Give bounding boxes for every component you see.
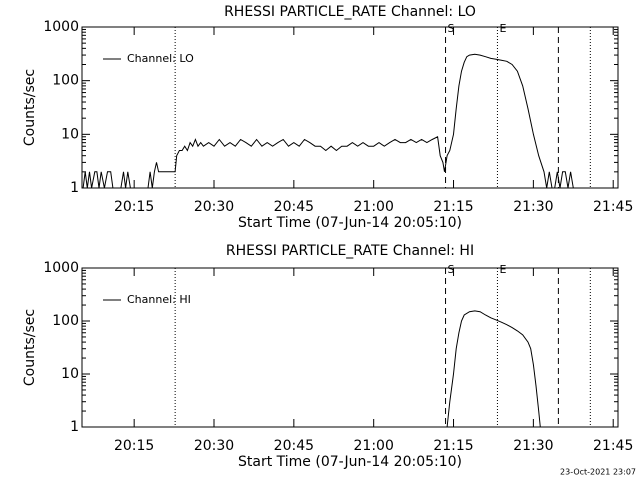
plot-frame bbox=[81, 267, 619, 428]
x-tick-label: 21:15 bbox=[433, 199, 473, 215]
x-axis-label: Start Time (07-Jun-14 20:05:10) bbox=[238, 215, 462, 231]
x-tick-label: 20:30 bbox=[194, 199, 234, 215]
x-tick-label: 21:30 bbox=[513, 438, 553, 454]
legend-label: Channel: HI bbox=[127, 293, 191, 306]
x-tick-label: 21:00 bbox=[354, 438, 394, 454]
y-tick-label: 1 bbox=[70, 180, 79, 196]
x-tick-label: 20:15 bbox=[114, 438, 154, 454]
plot-frame bbox=[81, 26, 619, 189]
x-tick-label: 20:45 bbox=[274, 199, 314, 215]
data-line bbox=[446, 310, 541, 428]
x-tick-label: 21:15 bbox=[433, 438, 473, 454]
y-tick-label: 1 bbox=[70, 419, 79, 435]
data-line bbox=[82, 53, 579, 189]
y-tick-label: 100 bbox=[52, 73, 79, 89]
y-tick-label: 100 bbox=[52, 313, 79, 329]
y-axis-label: Counts/sec bbox=[22, 309, 38, 386]
x-tick-label: 20:15 bbox=[114, 199, 154, 215]
event-label: E bbox=[499, 263, 506, 276]
x-tick-label: 21:00 bbox=[354, 199, 394, 215]
event-label: E bbox=[499, 22, 506, 35]
y-tick-label: 1000 bbox=[43, 260, 79, 276]
x-tick-label: 21:45 bbox=[593, 199, 633, 215]
x-axis-label: Start Time (07-Jun-14 20:05:10) bbox=[238, 454, 462, 470]
y-axis-label: Counts/sec bbox=[22, 69, 38, 146]
y-tick-label: 10 bbox=[61, 366, 79, 382]
y-tick-label: 10 bbox=[61, 126, 79, 142]
chart-title: RHESSI PARTICLE_RATE Channel: LO bbox=[224, 4, 476, 20]
x-tick-label: 21:30 bbox=[513, 199, 553, 215]
footer: 23-Oct-2021 23:07 bbox=[560, 468, 636, 477]
x-tick-label: 20:45 bbox=[274, 438, 314, 454]
y-tick-label: 1000 bbox=[43, 19, 79, 35]
x-tick-label: 21:45 bbox=[593, 438, 633, 454]
legend-label: Channel: LO bbox=[127, 52, 194, 65]
event-label: S bbox=[448, 263, 455, 276]
x-tick-label: 20:30 bbox=[194, 438, 234, 454]
chart-title: RHESSI PARTICLE_RATE Channel: HI bbox=[226, 243, 474, 259]
event-label: S bbox=[448, 22, 455, 35]
